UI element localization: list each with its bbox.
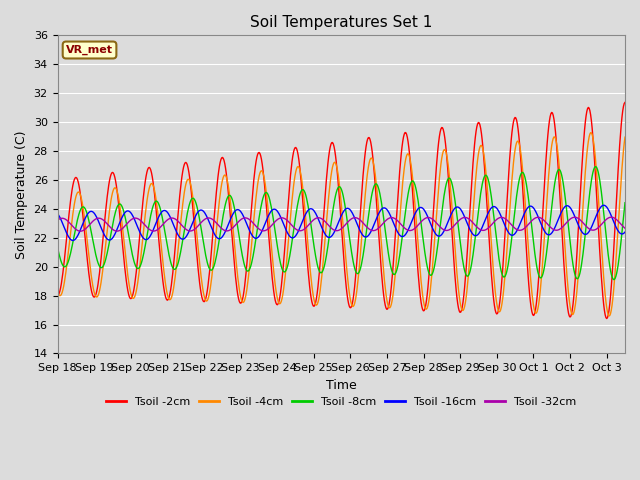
Tsoil -16cm: [461, 216, 469, 222]
Line: Tsoil -2cm: Tsoil -2cm: [58, 102, 625, 319]
Tsoil -4cm: [133, 285, 141, 290]
Tsoil -16cm: [476, 230, 483, 236]
Tsoil -32cm: [461, 215, 469, 220]
Tsoil -8cm: [54, 245, 61, 251]
Tsoil -4cm: [621, 134, 629, 140]
Tsoil -32cm: [476, 226, 483, 232]
X-axis label: Time: Time: [326, 379, 356, 392]
Tsoil -32cm: [54, 217, 61, 223]
Tsoil -2cm: [56, 288, 63, 294]
Tsoil -8cm: [461, 268, 468, 274]
Tsoil -16cm: [134, 224, 141, 230]
Tsoil -32cm: [607, 214, 615, 220]
Tsoil -4cm: [461, 304, 468, 310]
Tsoil -2cm: [474, 120, 482, 125]
Tsoil -8cm: [474, 208, 482, 214]
Tsoil -2cm: [54, 293, 61, 299]
Tsoil -16cm: [296, 224, 304, 229]
Tsoil -4cm: [296, 166, 303, 172]
Tsoil -8cm: [56, 254, 63, 260]
Tsoil -2cm: [621, 99, 629, 105]
Tsoil -16cm: [69, 238, 77, 243]
Tsoil -4cm: [587, 130, 595, 135]
Title: Soil Temperatures Set 1: Soil Temperatures Set 1: [250, 15, 433, 30]
Tsoil -8cm: [621, 200, 629, 205]
Legend: Tsoil -2cm, Tsoil -4cm, Tsoil -8cm, Tsoil -16cm, Tsoil -32cm: Tsoil -2cm, Tsoil -4cm, Tsoil -8cm, Tsoi…: [102, 393, 580, 411]
Tsoil -8cm: [317, 270, 325, 276]
Tsoil -32cm: [318, 216, 326, 222]
Tsoil -4cm: [54, 288, 61, 294]
Line: Tsoil -8cm: Tsoil -8cm: [58, 167, 625, 279]
Line: Tsoil -32cm: Tsoil -32cm: [58, 217, 625, 231]
Tsoil -4cm: [56, 293, 63, 299]
Tsoil -2cm: [317, 249, 325, 255]
Tsoil -4cm: [474, 151, 482, 157]
Text: VR_met: VR_met: [66, 45, 113, 55]
Tsoil -32cm: [77, 228, 84, 234]
Tsoil -8cm: [133, 265, 141, 271]
Tsoil -8cm: [296, 192, 303, 198]
Tsoil -32cm: [296, 228, 304, 234]
Tsoil -32cm: [134, 216, 141, 221]
Tsoil -16cm: [600, 203, 607, 208]
Tsoil -4cm: [317, 280, 325, 286]
Tsoil -8cm: [610, 276, 618, 282]
Tsoil -16cm: [621, 229, 629, 235]
Tsoil -2cm: [603, 316, 611, 322]
Tsoil -16cm: [56, 215, 63, 220]
Y-axis label: Soil Temperature (C): Soil Temperature (C): [15, 130, 28, 259]
Tsoil -32cm: [621, 225, 629, 231]
Tsoil -2cm: [296, 163, 303, 169]
Tsoil -4cm: [605, 313, 613, 319]
Tsoil -2cm: [133, 263, 141, 268]
Line: Tsoil -16cm: Tsoil -16cm: [58, 205, 625, 240]
Tsoil -16cm: [54, 211, 61, 216]
Tsoil -16cm: [318, 225, 326, 230]
Line: Tsoil -4cm: Tsoil -4cm: [58, 132, 625, 316]
Tsoil -2cm: [461, 285, 468, 290]
Tsoil -32cm: [56, 216, 63, 222]
Tsoil -8cm: [592, 164, 600, 169]
